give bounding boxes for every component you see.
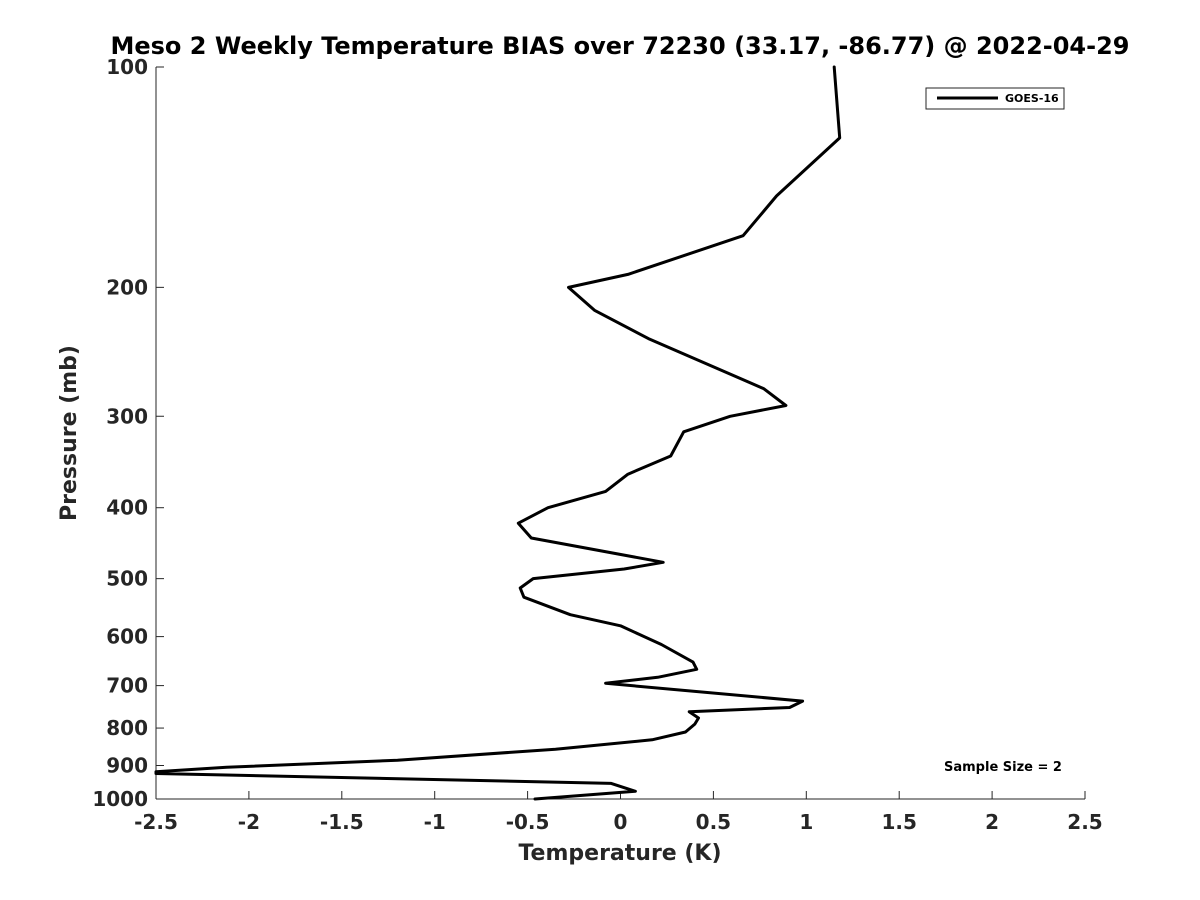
- y-tick-label: 200: [106, 275, 148, 299]
- x-tick-label: 1.5: [881, 810, 916, 834]
- y-tick-label: 1000: [92, 787, 148, 811]
- y-tick-label: 900: [106, 754, 148, 778]
- x-tick-label: -2.5: [134, 810, 178, 834]
- x-tick-label: 1: [799, 810, 813, 834]
- legend-label-goes-16: GOES-16: [1005, 92, 1059, 105]
- x-axis-label: Temperature (K): [518, 841, 721, 866]
- x-tick-label: 2.5: [1067, 810, 1102, 834]
- y-tick-label: 600: [106, 625, 148, 649]
- legend: GOES-16: [925, 87, 1065, 110]
- x-tick-label: 0.5: [696, 810, 731, 834]
- x-tick-label: -1: [424, 810, 446, 834]
- sample-size-annotation: Sample Size = 2: [944, 760, 1062, 775]
- series-line-goes-16: [154, 65, 842, 801]
- y-tick-label: 400: [106, 496, 148, 520]
- y-tick-label: 700: [106, 674, 148, 698]
- y-tick-label: 300: [106, 404, 148, 428]
- x-axis-ticks: -2.5 -2 -1.5 -1 -0.5 0 0.5 1 1.5 2 2.5: [134, 791, 1103, 834]
- y-tick-label: 800: [106, 716, 148, 740]
- y-tick-label: 100: [106, 55, 148, 79]
- x-tick-label: -1.5: [320, 810, 364, 834]
- x-tick-label: -2: [238, 810, 260, 834]
- y-tick-label: 500: [106, 567, 148, 591]
- series-layer: [154, 65, 842, 801]
- x-tick-label: 2: [985, 810, 999, 834]
- y-axis-ticks: 100 200 300 400 500 600 700 800 900 1000: [92, 55, 164, 811]
- x-tick-label: 0: [614, 810, 628, 834]
- y-axis-label: Pressure (mb): [57, 345, 82, 521]
- chart-title: Meso 2 Weekly Temperature BIAS over 7223…: [110, 32, 1129, 60]
- x-tick-label: -0.5: [506, 810, 550, 834]
